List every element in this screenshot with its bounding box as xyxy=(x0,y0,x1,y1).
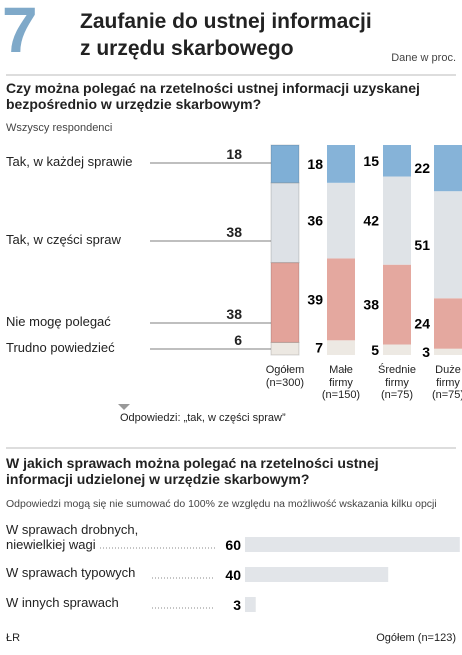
value-label: 7 xyxy=(315,340,323,356)
category-label: W sprawach drobnych, niewielkiej wagi xyxy=(6,522,139,552)
legend-label: Tak, w części spraw xyxy=(6,232,121,247)
subtitle: Odpowiedzi mogą się nie sumować do 100% … xyxy=(6,498,437,510)
value-label: 5 xyxy=(371,342,379,358)
value-label: 38 xyxy=(226,306,242,322)
source: ŁR xyxy=(6,632,21,644)
value-label: 51 xyxy=(414,237,430,253)
legend-label: Nie mogę polegać xyxy=(6,314,111,329)
bar-segment xyxy=(327,145,355,183)
bar xyxy=(245,537,460,552)
category-label: W sprawach typowych xyxy=(6,565,136,580)
title: Zaufanie do ustnej informacji z urzędu s… xyxy=(80,10,372,61)
annotation: Odpowiedzi: „tak, w części spraw” xyxy=(120,412,286,424)
bar-segment xyxy=(270,182,300,264)
legend-label: Tak, w każdej sprawie xyxy=(6,154,133,169)
value-label: 3 xyxy=(233,597,241,613)
bar-segment xyxy=(270,262,300,343)
value-label: 36 xyxy=(307,213,323,229)
bar-segment xyxy=(327,182,355,259)
value-label: 40 xyxy=(225,567,241,583)
value-label: 38 xyxy=(226,224,242,240)
bar-segment xyxy=(383,344,411,355)
value-label: 39 xyxy=(307,291,323,307)
bar-segment xyxy=(270,341,300,356)
bar-segment xyxy=(327,340,355,355)
value-label: 22 xyxy=(414,160,430,176)
bar-segment xyxy=(383,176,411,265)
x-tick-label: Małe firmy (n=150) xyxy=(321,364,361,402)
category-label: W innych sprawach xyxy=(6,595,119,610)
bar-segment xyxy=(434,298,462,349)
bar-segment xyxy=(383,145,411,177)
x-tick-label: Ogółem (n=300) xyxy=(265,364,305,389)
value-label: 42 xyxy=(363,213,379,229)
bar xyxy=(245,597,256,612)
value-label: 60 xyxy=(225,537,241,553)
value-label: 18 xyxy=(307,156,323,172)
sample: Ogółem (n=123) xyxy=(376,632,456,644)
legend-label: Trudno powiedzieć xyxy=(6,340,115,355)
marker xyxy=(118,404,130,410)
value-label: 18 xyxy=(226,146,242,162)
value-label: 38 xyxy=(363,297,379,313)
bar-segment xyxy=(434,191,462,299)
bar-segment xyxy=(270,144,300,184)
subtitle: Wszyscy respondenci xyxy=(6,122,113,134)
bar-segment xyxy=(434,348,462,355)
value-label: 15 xyxy=(363,153,379,169)
unit-note: Dane w proc. xyxy=(391,52,456,64)
bar xyxy=(245,567,389,582)
bar-segment xyxy=(434,145,462,192)
x-tick-label: Duże firmy (n=75) xyxy=(431,364,462,402)
question: Czy można polegać na rzetelności ustnej … xyxy=(6,80,420,113)
bar-segment xyxy=(327,258,355,341)
value-label: 3 xyxy=(422,344,430,360)
question: W jakich sprawach można polegać na rzete… xyxy=(6,455,379,488)
bar-segment xyxy=(383,264,411,345)
x-tick-label: Średnie firmy (n=75) xyxy=(378,364,416,402)
number: 7 xyxy=(2,0,38,66)
value-label: 6 xyxy=(234,332,242,348)
value-label: 24 xyxy=(414,316,430,332)
